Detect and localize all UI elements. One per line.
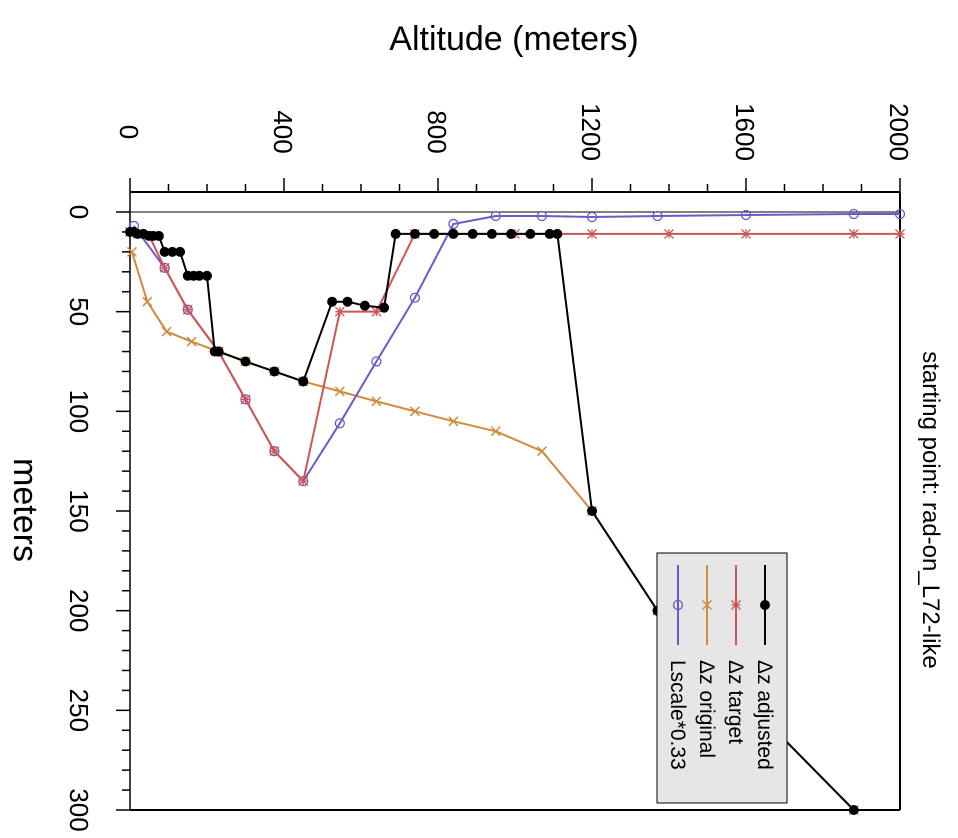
data-point (409, 292, 421, 303)
data-point (429, 228, 440, 239)
data-point (536, 446, 547, 457)
series-layer (125, 208, 906, 816)
data-point (240, 394, 251, 405)
series-z-adjusted (125, 226, 859, 815)
data-point (240, 356, 251, 367)
x-tick-label: 1200 (576, 103, 606, 161)
data-point (506, 228, 517, 239)
data-point (142, 296, 153, 307)
legend-marker (701, 599, 713, 611)
chart-title: starting point: rad-on_L72-like (917, 351, 944, 669)
y-tick-label: 250 (64, 689, 94, 732)
data-point (490, 210, 501, 222)
data-point (536, 210, 548, 222)
legend: Δz adjusted Δz target Δz original Lscale*0.… (656, 552, 788, 804)
data-point (269, 446, 280, 457)
data-point (894, 208, 906, 220)
data-point (126, 246, 137, 257)
data-point (298, 476, 309, 487)
data-point (334, 418, 345, 429)
data-point (448, 218, 459, 230)
x-tick-label: 2000 (884, 103, 914, 161)
data-point (652, 210, 663, 222)
legend-items: Δz adjusted Δz target Δz original Lscale*0.… (666, 565, 776, 770)
y-tick-label: 0 (64, 205, 94, 219)
data-point (490, 426, 501, 437)
data-point (342, 296, 353, 307)
y-axis-label: meters (6, 458, 44, 562)
data-point (741, 228, 751, 239)
data-point (895, 228, 905, 239)
data-point (664, 228, 674, 239)
data-point (525, 228, 536, 239)
data-point (186, 336, 197, 347)
data-point (740, 209, 752, 221)
data-point (359, 300, 370, 311)
data-point (409, 406, 420, 417)
data-point (587, 228, 597, 239)
data-point (586, 211, 598, 223)
data-point (175, 246, 186, 257)
data-point (448, 228, 459, 239)
data-point (587, 506, 597, 516)
data-point (202, 270, 212, 281)
data-point (334, 306, 345, 317)
data-point (269, 366, 280, 377)
data-point (390, 228, 401, 239)
data-point (182, 304, 193, 315)
data-point (848, 228, 859, 239)
axes: 0 400 800 1200 1600 2000 0 50 100 150 200 250 300 (64, 103, 914, 832)
legend-label: Lscale*0.33 (666, 660, 689, 770)
y-tick-label: 50 (64, 297, 94, 326)
data-point (159, 262, 170, 273)
data-point (334, 386, 345, 397)
y-tick-label: 300 (64, 788, 94, 831)
data-point (448, 416, 459, 427)
legend-marker (672, 599, 684, 611)
data-point (379, 302, 390, 313)
x-tick-label: 0 (114, 125, 144, 139)
y-tick-label: 100 (64, 390, 94, 433)
data-point (848, 805, 859, 815)
x-axis-label: Altitude (meters) (389, 20, 638, 58)
x-tick-label: 400 (268, 110, 298, 153)
legend-label: Δz adjusted (753, 660, 776, 770)
y-tick-label: 200 (64, 589, 94, 632)
legend-marker (731, 600, 741, 610)
data-point (552, 228, 563, 239)
data-point (467, 228, 478, 239)
data-point (371, 306, 382, 317)
legend-label: Δz target (724, 660, 747, 744)
data-point (486, 228, 497, 239)
data-point (298, 376, 309, 387)
data-point (153, 230, 164, 241)
data-point (409, 228, 420, 239)
legend-label: Δz original (695, 660, 718, 758)
data-point (327, 296, 338, 307)
data-point (371, 396, 382, 407)
data-point (161, 326, 172, 337)
data-point (371, 356, 382, 367)
series-z-target (125, 226, 905, 487)
y-tick-label: 150 (64, 489, 94, 532)
legend-marker (760, 600, 770, 610)
series-lscale-0-33 (128, 208, 906, 487)
data-point (213, 346, 224, 357)
data-point (848, 208, 859, 220)
x-tick-label: 1600 (730, 103, 760, 161)
x-tick-label: 800 (422, 110, 452, 153)
